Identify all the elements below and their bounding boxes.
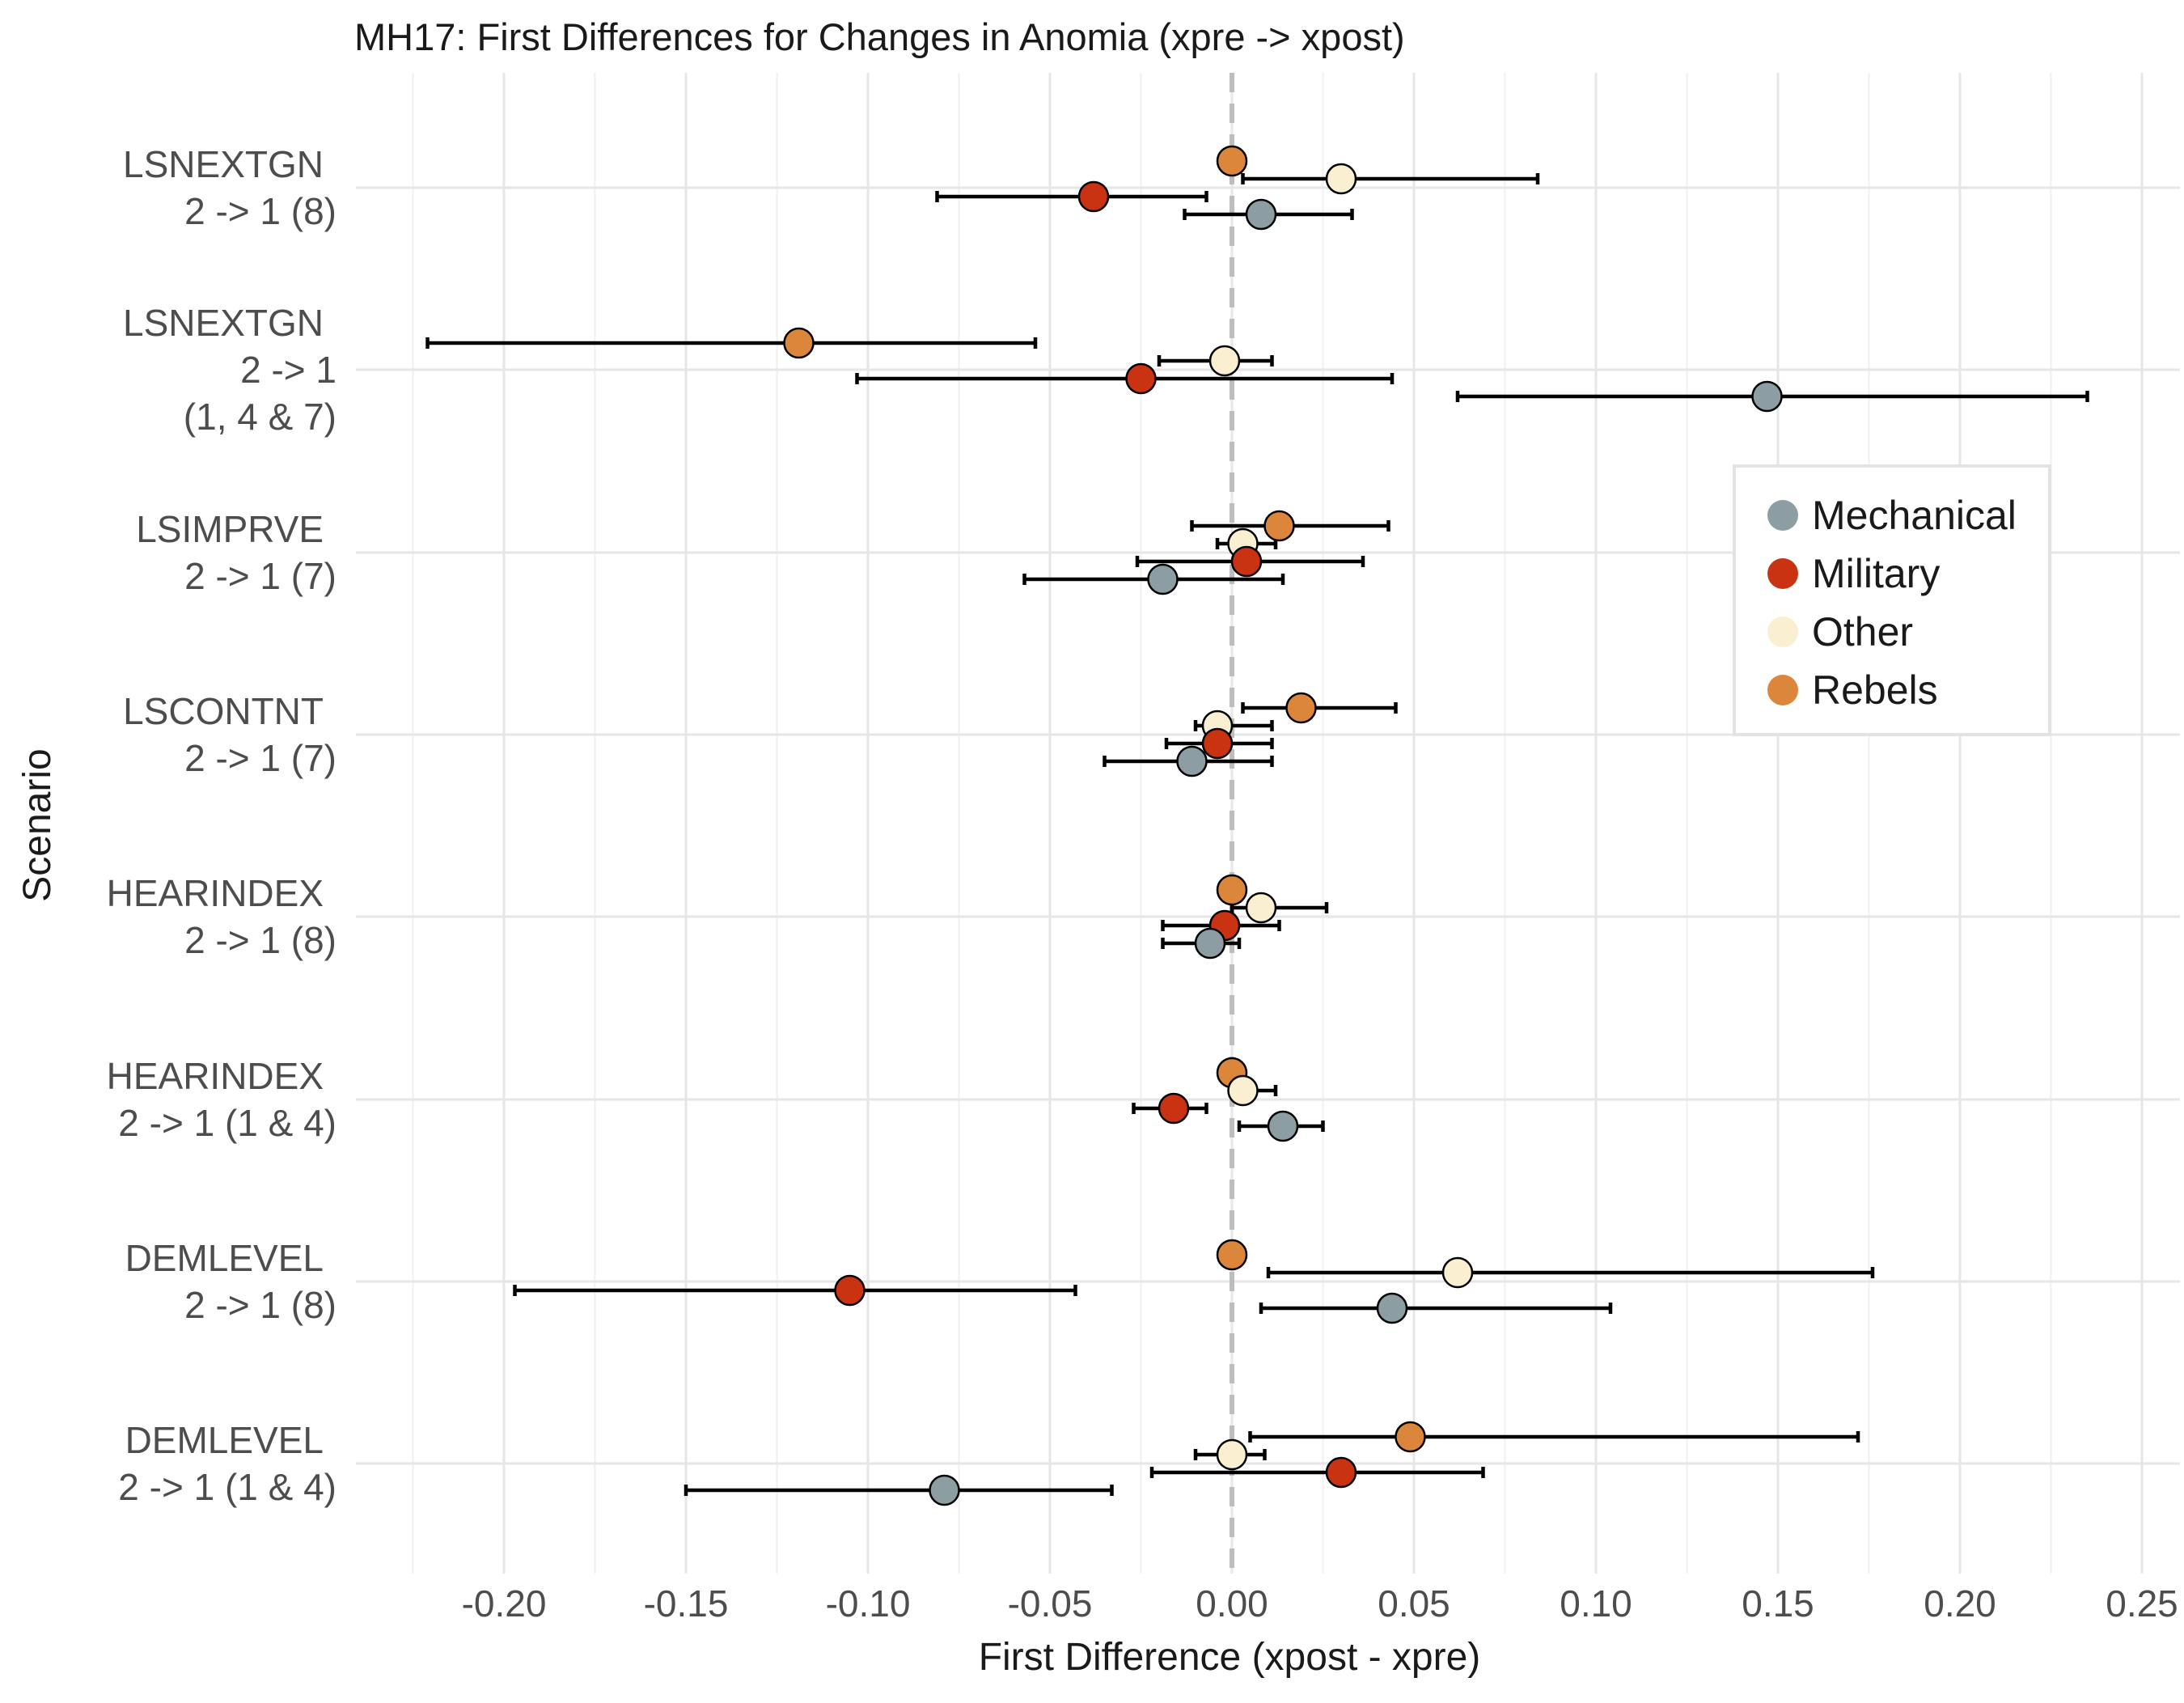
x-tick-label: 0.10 — [1560, 1582, 1632, 1625]
legend-items: Mechanical Military Other Rebels — [1767, 493, 2017, 713]
y-tick-label: HEARINDEX — [107, 872, 324, 914]
y-tick-label: LSNEXTGN — [123, 143, 324, 185]
y-tick-label: HEARINDEX — [107, 1055, 324, 1097]
other-point — [1216, 1438, 1248, 1471]
mechanical-point — [1147, 563, 1179, 595]
mechanical-point — [1267, 1110, 1299, 1142]
legend-swatch-other — [1767, 616, 1798, 647]
other-point — [1208, 345, 1241, 377]
error-bar-layer — [425, 173, 2089, 1496]
legend-label-military: Military — [1812, 551, 1940, 596]
rebels-point — [1216, 874, 1248, 906]
mechanical-point — [1245, 198, 1277, 231]
military-point — [1125, 362, 1157, 395]
legend-swatch-rebels — [1767, 675, 1798, 705]
x-tick-label: -0.15 — [644, 1582, 729, 1625]
x-tick-label: -0.20 — [462, 1582, 547, 1625]
military-point — [1325, 1456, 1357, 1489]
y-tick-label: 2 -> 1 (1 & 4) — [118, 1466, 336, 1508]
y-tick-label: DEMLEVEL — [125, 1237, 324, 1279]
military-point — [1158, 1092, 1190, 1125]
grid-layer — [356, 73, 2180, 1574]
y-tick-label: 2 -> 1 (8) — [184, 190, 336, 232]
rebels-point — [1395, 1421, 1426, 1453]
x-tick-label: 0.05 — [1378, 1582, 1450, 1625]
other-point — [1245, 892, 1277, 924]
y-tick-label: 2 -> 1 (7) — [184, 555, 336, 597]
y-tick-label: 2 -> 1 (1 & 4) — [118, 1102, 336, 1144]
x-tick-label: 0.00 — [1196, 1582, 1268, 1625]
y-tick-label: 2 -> 1 — [240, 349, 336, 391]
y-tick-label: LSCONTNT — [123, 690, 324, 732]
rebels-point — [1285, 692, 1317, 724]
point-layer — [783, 145, 1783, 1506]
x-tick-label: -0.10 — [826, 1582, 911, 1625]
y-tick-label: 2 -> 1 (7) — [184, 737, 336, 779]
military-point — [1201, 727, 1234, 760]
mechanical-point — [929, 1474, 960, 1506]
x-tick-label: 0.15 — [1742, 1582, 1814, 1625]
other-point — [1441, 1256, 1474, 1289]
mechanical-point — [1376, 1292, 1408, 1324]
y-tick-label: (1, 4 & 7) — [184, 396, 336, 438]
rebels-point — [1263, 510, 1295, 542]
mechanical-point — [1176, 745, 1208, 777]
y-axis-label: Scenario — [16, 748, 59, 901]
y-tick-label: LSNEXTGN — [123, 302, 324, 344]
x-tick-label: 0.25 — [2106, 1582, 2178, 1625]
x-tick-labels: -0.20 -0.15 -0.10 -0.05 0.00 0.05 0.10 0.15 0.20… — [462, 1582, 2178, 1625]
other-point — [1227, 1074, 1259, 1107]
y-tick-labels: LSNEXTGN 2 -> 1 (8) LSNEXTGN 2 -> 1 (1, 4 & … — [107, 143, 336, 1508]
military-point — [1077, 180, 1110, 213]
rebels-point — [1216, 145, 1248, 177]
legend-swatch-military — [1767, 558, 1798, 589]
military-point — [1230, 545, 1263, 578]
mechanical-point — [1751, 380, 1783, 413]
rebels-point — [1216, 1239, 1248, 1271]
x-axis-label: First Difference (xpost - xpre) — [979, 1636, 1481, 1679]
y-tick-label: DEMLEVEL — [125, 1419, 324, 1461]
legend-swatch-mechanical — [1767, 500, 1798, 531]
legend: Mechanical Military Other Rebels — [1733, 464, 2051, 736]
mechanical-point — [1194, 927, 1226, 960]
y-tick-label: 2 -> 1 (8) — [184, 1284, 336, 1326]
chart-title: MH17: First Differences for Changes in A… — [354, 15, 1405, 58]
legend-label-other: Other — [1812, 609, 1913, 655]
y-tick-label: LSIMPRVE — [136, 508, 324, 550]
x-tick-label: -0.05 — [1008, 1582, 1093, 1625]
legend-label-rebels: Rebels — [1812, 667, 1938, 713]
other-point — [1325, 163, 1357, 195]
y-tick-label: 2 -> 1 (8) — [184, 919, 336, 961]
rebels-point — [783, 327, 815, 359]
x-tick-label: 0.20 — [1924, 1582, 1996, 1625]
military-point — [834, 1274, 866, 1307]
legend-label-mechanical: Mechanical — [1812, 493, 2017, 538]
